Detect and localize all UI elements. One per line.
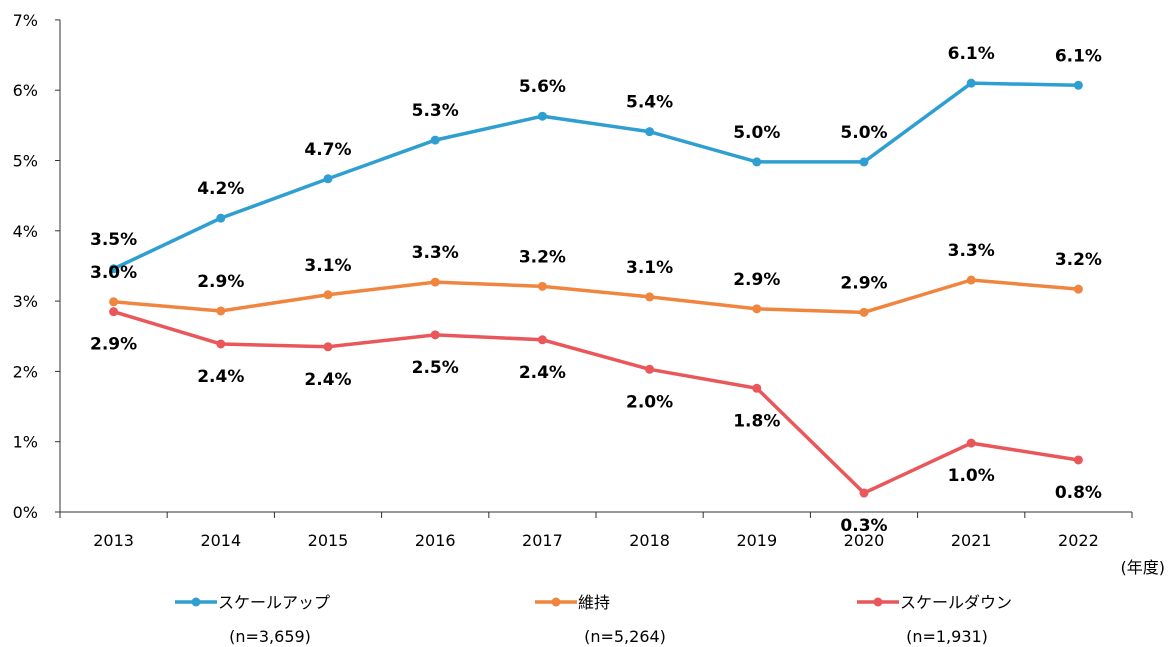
data-point [430, 277, 440, 287]
data-label: 0.8% [1055, 483, 1102, 503]
data-point [430, 135, 440, 145]
x-tick-label: 2013 [93, 531, 134, 550]
legend-marker [551, 597, 561, 607]
series-1: 3.0% 2.9% 3.1% 3.3% 3.2% 3.1% 2.9% 2.9% 3.3% 3.2% [90, 241, 1102, 317]
data-label: 2.9% [733, 270, 780, 290]
data-point [216, 306, 226, 316]
series-line [113, 309, 1079, 496]
data-label: 6.1% [1055, 46, 1102, 66]
y-tick-label: 7% [13, 11, 38, 30]
data-label: 2.9% [90, 335, 137, 355]
x-tick-label: 2019 [736, 531, 777, 550]
data-point [1073, 455, 1083, 465]
data-label: 1.8% [733, 411, 780, 431]
data-point [645, 364, 655, 374]
y-tick-label: 6% [13, 81, 38, 100]
data-point [1073, 80, 1083, 90]
legend-n: (n=3,659) [229, 627, 311, 646]
legend-marker [191, 597, 201, 607]
data-point [323, 342, 333, 352]
x-tick-label: 2016 [415, 531, 456, 550]
series-0: 3.5% 4.2% 4.7% 5.3% 5.6% 5.4% 5.0% 5.0% 6.1% 6.1% [90, 44, 1102, 274]
legend-label: 維持 [578, 593, 610, 612]
x-tick-label: 2022 [1058, 531, 1099, 550]
data-point [430, 330, 440, 340]
y-tick-label: 1% [13, 433, 38, 452]
data-label: 0.3% [840, 516, 887, 536]
legend-n: (n=1,931) [906, 627, 988, 646]
data-label: 3.5% [90, 230, 137, 250]
y-tick-label: 3% [13, 292, 38, 311]
data-point [966, 275, 976, 285]
data-point [752, 304, 762, 314]
x-tick-label: 2018 [629, 531, 670, 550]
data-point [859, 307, 869, 317]
data-label: 5.6% [519, 77, 566, 97]
data-label: 2.9% [197, 272, 244, 292]
data-label: 2.4% [519, 363, 566, 383]
data-label: 3.1% [626, 258, 673, 278]
series-2: 2.9% 2.4% 2.4% 2.5% 2.4% 2.0% 1.8% 0.3% 1.0% 0.8% [90, 307, 1102, 536]
data-point [109, 297, 119, 307]
data-point [752, 157, 762, 167]
data-label: 4.2% [197, 179, 244, 199]
y-tick-label: 0% [13, 503, 38, 522]
legend-label: スケールアップ [218, 593, 330, 612]
data-label: 4.7% [304, 140, 351, 160]
legend-label: スケールダウン [900, 593, 1012, 612]
data-label: 3.2% [519, 247, 566, 267]
data-label: 2.0% [626, 392, 673, 412]
legend-n: (n=5,264) [584, 627, 666, 646]
legend-marker [873, 597, 883, 607]
data-point [109, 307, 119, 317]
data-point [537, 111, 547, 121]
data-point [966, 438, 976, 448]
data-point [859, 157, 869, 167]
data-label: 5.3% [412, 101, 459, 121]
x-tick-label: 2015 [308, 531, 349, 550]
x-tick-label: 2020 [844, 531, 885, 550]
data-point [752, 383, 762, 393]
y-tick-label: 2% [13, 362, 38, 381]
series-line [112, 81, 1079, 271]
data-point [323, 174, 333, 184]
x-axis-label: (年度) [1121, 558, 1166, 577]
data-point [645, 127, 655, 137]
data-label: 3.1% [304, 256, 351, 276]
data-point [323, 290, 333, 300]
data-label: 2.5% [412, 358, 459, 378]
data-label: 2.4% [304, 370, 351, 390]
series-line [113, 278, 1079, 315]
data-label: 3.3% [948, 241, 995, 261]
data-point [1073, 284, 1083, 294]
data-point [966, 78, 976, 88]
y-tick-label: 4% [13, 222, 38, 241]
x-tick-label: 2021 [951, 531, 992, 550]
data-point [537, 281, 547, 291]
data-label: 1.0% [948, 466, 995, 486]
data-label: 3.3% [412, 243, 459, 263]
data-point [645, 292, 655, 302]
data-label: 3.2% [1055, 250, 1102, 270]
x-tick-label: 2017 [522, 531, 563, 550]
data-label: 5.0% [840, 123, 887, 143]
data-label: 5.0% [733, 123, 780, 143]
data-label: 3.0% [90, 263, 137, 283]
x-tick-label: 2014 [200, 531, 241, 550]
data-point [537, 335, 547, 345]
y-tick-label: 5% [13, 152, 38, 171]
data-point [859, 488, 869, 498]
data-point [216, 339, 226, 349]
data-label: 5.4% [626, 93, 673, 113]
data-point [216, 213, 226, 223]
data-label: 6.1% [948, 44, 995, 64]
data-label: 2.9% [840, 273, 887, 293]
data-point [109, 264, 119, 274]
data-label: 2.4% [197, 367, 244, 387]
